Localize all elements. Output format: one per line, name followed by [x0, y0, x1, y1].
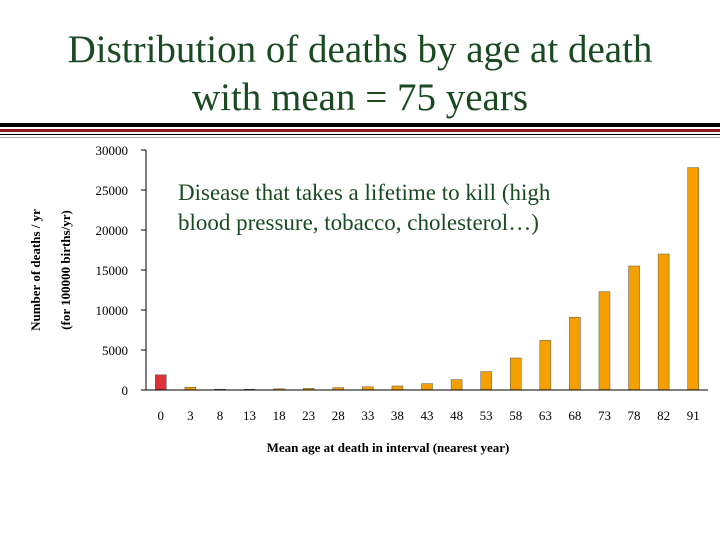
bar-0: [155, 374, 167, 391]
y-axis-label-line2: (for 100000 births/yr): [58, 210, 73, 330]
bar-91: [687, 167, 699, 391]
y-axis-label-line1: Number of deaths / yr: [28, 209, 43, 331]
x-tick-label: 73: [598, 408, 611, 423]
y-tick-label: 10000: [96, 303, 129, 318]
y-tick-label: 15000: [96, 263, 129, 278]
x-tick-label: 8: [217, 408, 224, 423]
x-tick-label: 43: [421, 408, 434, 423]
x-tick-label: 63: [539, 408, 552, 423]
y-tick-label: 30000: [96, 143, 129, 158]
y-axis-ticks: 0 5000 10000 15000 20000 25000 30000: [96, 143, 146, 398]
x-tick-label: 91: [687, 408, 700, 423]
divider-rule-thin: [0, 134, 720, 135]
y-tick-label: 25000: [96, 183, 129, 198]
bar-43: [421, 383, 433, 391]
x-tick-label: 0: [158, 408, 165, 423]
x-tick-label: 38: [391, 408, 404, 423]
x-tick-label: 78: [628, 408, 641, 423]
bar-73: [598, 291, 611, 391]
bar-48: [450, 379, 463, 391]
x-tick-label: 28: [332, 408, 345, 423]
chart-title: Distribution of deaths by age at death w…: [0, 26, 720, 122]
bars: [155, 167, 699, 391]
x-tick-label: 23: [302, 408, 315, 423]
x-tick-label: 48: [450, 408, 463, 423]
chart-title-line2: with mean = 75 years: [191, 76, 529, 119]
bar-53: [480, 371, 492, 391]
divider-rule-accent: [0, 129, 720, 132]
bar-82: [657, 253, 670, 391]
x-tick-label: 58: [509, 408, 522, 423]
bar-63: [539, 340, 552, 391]
bar-68: [569, 316, 581, 391]
bar-78: [628, 265, 640, 391]
x-tick-label: 33: [361, 408, 374, 423]
x-tick-label: 18: [273, 408, 286, 423]
x-tick-label: 3: [187, 408, 194, 423]
x-axis-ticks: 0 3 8 13 18 23 28 33 38 43 48 53 58 63 68 73 78 82 91: [158, 408, 700, 423]
annotation-line2: blood pressure, tobacco, cholesterol…): [178, 210, 539, 235]
y-tick-label: 20000: [96, 223, 129, 238]
y-axis-label: Number of deaths / yr (for 100000 births…: [28, 209, 73, 331]
divider-rule-top: [0, 123, 720, 127]
x-tick-label: 82: [657, 408, 670, 423]
x-axis-label: Mean age at death in interval (nearest y…: [267, 440, 510, 455]
divider-rule-grey: [0, 137, 720, 138]
x-tick-label: 53: [480, 408, 493, 423]
x-tick-label: 13: [243, 408, 256, 423]
x-tick-label: 68: [568, 408, 581, 423]
bar-58: [509, 357, 522, 391]
y-tick-label: 5000: [102, 343, 128, 358]
annotation-line1: Disease that takes a lifetime to kill (h…: [178, 180, 551, 205]
y-tick-label: 0: [122, 383, 129, 398]
chart-title-line1: Distribution of deaths by age at death: [67, 28, 653, 71]
bar-38: [391, 385, 404, 391]
annotation-text: Disease that takes a lifetime to kill (h…: [178, 178, 648, 238]
